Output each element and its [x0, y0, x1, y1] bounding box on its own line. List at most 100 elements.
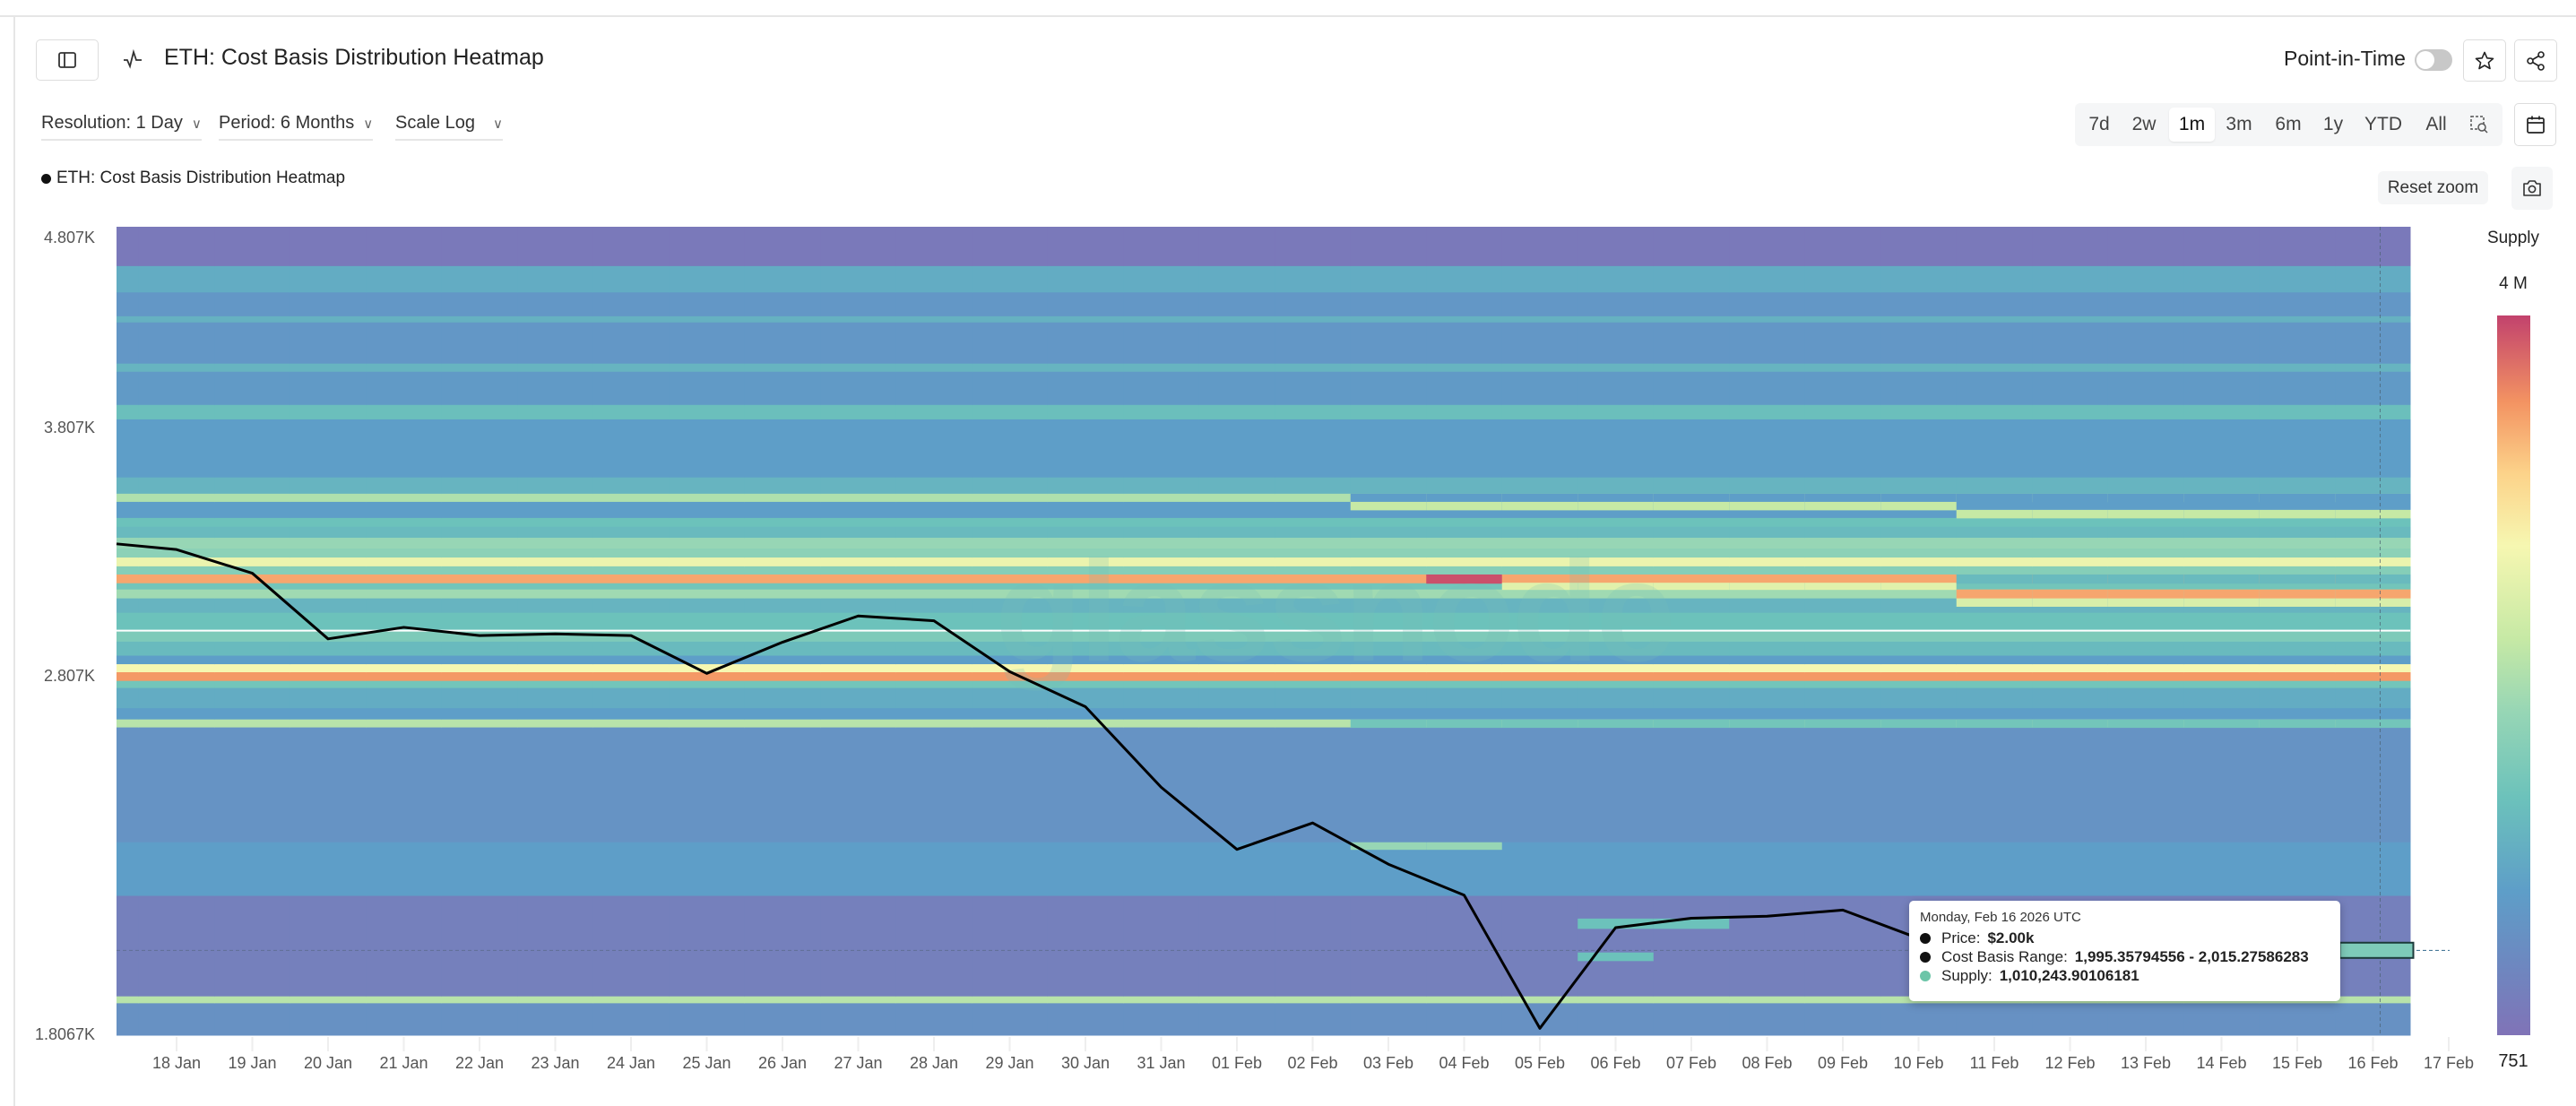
heatmap-cell[interactable]	[972, 517, 1049, 528]
heatmap-cell[interactable]	[1275, 265, 1352, 293]
heatmap-cell[interactable]	[2183, 477, 2260, 495]
heatmap-cell[interactable]	[592, 419, 670, 479]
heatmap-cell[interactable]	[366, 687, 443, 709]
heatmap-cell[interactable]	[744, 526, 821, 539]
heatmap-cell[interactable]	[1426, 501, 1503, 511]
heatmap-cell[interactable]	[669, 680, 746, 689]
heatmap-cell[interactable]	[1956, 672, 2033, 682]
heatmap-cell[interactable]	[117, 227, 140, 267]
heatmap-cell[interactable]	[972, 680, 1049, 689]
heatmap-cell[interactable]	[1880, 322, 1958, 365]
heatmap-cell[interactable]	[592, 727, 670, 843]
heatmap-cell[interactable]	[1729, 583, 1806, 591]
heatmap-cell[interactable]	[1653, 641, 1730, 657]
heatmap-cell[interactable]	[1123, 612, 1200, 631]
heatmap-cell[interactable]	[744, 574, 821, 584]
heatmap-cell[interactable]	[138, 557, 215, 567]
heatmap-cell[interactable]	[669, 315, 746, 324]
heatmap-cell[interactable]	[1198, 404, 1275, 420]
heatmap-cell[interactable]	[1123, 322, 1200, 365]
heatmap-cell[interactable]	[117, 687, 140, 709]
heatmap-cell[interactable]	[2032, 227, 2109, 267]
heatmap-cell[interactable]	[1198, 526, 1275, 539]
heatmap-cell[interactable]	[820, 371, 897, 406]
heatmap-cell[interactable]	[2259, 612, 2336, 631]
heatmap-cell[interactable]	[895, 526, 972, 539]
heatmap-cell[interactable]	[2335, 708, 2411, 721]
heatmap-cell[interactable]	[1047, 371, 1124, 406]
heatmap-cell[interactable]	[592, 501, 670, 519]
heatmap-cell[interactable]	[2107, 583, 2184, 591]
heatmap-cell[interactable]	[895, 708, 972, 721]
heatmap-cell[interactable]	[592, 641, 670, 657]
heatmap-cell[interactable]	[1198, 655, 1275, 665]
heatmap-cell[interactable]	[744, 363, 821, 373]
heatmap-cell[interactable]	[1047, 493, 1124, 503]
heatmap-cell[interactable]	[820, 419, 897, 479]
heatmap-cell[interactable]	[214, 493, 291, 503]
heatmap-cell[interactable]	[517, 612, 594, 631]
heatmap-cell[interactable]	[1729, 655, 1806, 665]
heatmap-cell[interactable]	[1350, 687, 1427, 709]
heatmap-cell[interactable]	[669, 583, 746, 591]
heatmap-cell[interactable]	[1198, 687, 1275, 709]
heatmap-cell[interactable]	[290, 842, 367, 897]
heatmap-cell[interactable]	[214, 996, 291, 1004]
heatmap-cell[interactable]	[441, 501, 518, 519]
heatmap-cell[interactable]	[1350, 629, 1427, 643]
heatmap-cell[interactable]	[1198, 672, 1275, 682]
heatmap-cell[interactable]	[1956, 655, 2033, 665]
heatmap-cell[interactable]	[895, 549, 972, 558]
heatmap-cell[interactable]	[820, 292, 897, 317]
heatmap-cell[interactable]	[1426, 371, 1503, 406]
heatmap-cell[interactable]	[972, 265, 1049, 293]
heatmap-cell[interactable]	[366, 719, 443, 729]
heatmap-cell[interactable]	[1578, 549, 1655, 558]
heatmap-cell[interactable]	[2032, 517, 2109, 528]
heatmap-cell[interactable]	[366, 598, 443, 614]
heatmap-cell[interactable]	[1198, 322, 1275, 365]
heatmap-cell[interactable]	[1426, 526, 1503, 539]
heatmap-cell[interactable]	[1123, 719, 1200, 729]
heatmap-cell[interactable]	[366, 315, 443, 324]
range-7d-button[interactable]: 7d	[2088, 114, 2110, 134]
heatmap-cell[interactable]	[1880, 404, 1958, 420]
heatmap-cell[interactable]	[2335, 419, 2411, 479]
heatmap-cell[interactable]	[2259, 322, 2336, 365]
heatmap-cell[interactable]	[1653, 404, 1730, 420]
heatmap-cell[interactable]	[2107, 687, 2184, 709]
heatmap-cell[interactable]	[2107, 589, 2184, 600]
heatmap-cell[interactable]	[517, 583, 594, 591]
heatmap-cell[interactable]	[1350, 574, 1427, 584]
heatmap-cell[interactable]	[441, 477, 518, 495]
heatmap-cell[interactable]	[366, 549, 443, 558]
heatmap-cell[interactable]	[1804, 598, 1881, 614]
heatmap-cell[interactable]	[214, 501, 291, 519]
heatmap-cell[interactable]	[1350, 557, 1427, 567]
heatmap-cell[interactable]	[669, 566, 746, 575]
heatmap-cell[interactable]	[1956, 1003, 2033, 1036]
heatmap-cell[interactable]	[895, 404, 972, 420]
heatmap-cell[interactable]	[2259, 265, 2336, 293]
heatmap-cell[interactable]	[1653, 598, 1730, 614]
heatmap-cell[interactable]	[2335, 842, 2411, 897]
heatmap-cell[interactable]	[117, 680, 140, 689]
heatmap-cell[interactable]	[972, 574, 1049, 584]
heatmap-cell[interactable]	[669, 672, 746, 682]
heatmap-cell[interactable]	[2107, 493, 2184, 503]
heatmap-cell[interactable]	[1426, 315, 1503, 324]
heatmap-cell[interactable]	[2183, 363, 2260, 373]
heatmap-cell[interactable]	[1804, 629, 1881, 643]
heatmap-cell[interactable]	[1501, 629, 1578, 643]
heatmap-cell[interactable]	[744, 371, 821, 406]
heatmap-cell[interactable]	[1275, 612, 1352, 631]
heatmap-cell[interactable]	[1956, 526, 2033, 539]
heatmap-cell[interactable]	[1047, 501, 1124, 519]
heatmap-cell[interactable]	[2335, 655, 2411, 665]
heatmap-cell[interactable]	[1350, 842, 1427, 851]
heatmap-cell[interactable]	[1047, 664, 1124, 673]
heatmap-cell[interactable]	[1578, 1003, 1655, 1036]
heatmap-cell[interactable]	[2335, 687, 2411, 709]
heatmap-cell[interactable]	[744, 655, 821, 665]
heatmap-cell[interactable]	[1426, 655, 1503, 665]
